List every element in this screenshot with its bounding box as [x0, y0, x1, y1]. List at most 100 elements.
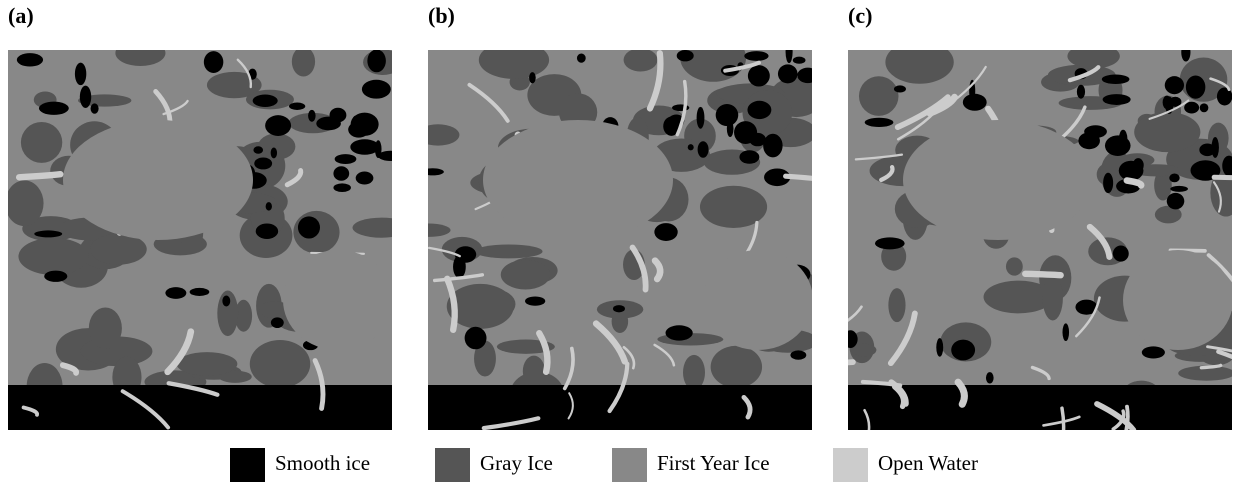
- smooth-ice-region: [1184, 102, 1199, 114]
- smooth-ice-region: [1103, 94, 1131, 105]
- smooth-ice-region: [253, 146, 263, 154]
- gray-ice-region: [21, 122, 62, 163]
- gray-ice-region: [859, 76, 899, 116]
- smooth-ice-region: [362, 80, 391, 99]
- smooth-ice-region: [254, 158, 272, 170]
- gray-ice-region: [852, 344, 876, 357]
- smooth-ice-region: [936, 338, 943, 357]
- gray-ice-region: [624, 48, 658, 71]
- gray-ice-region: [353, 218, 411, 238]
- smooth-ice-region: [222, 296, 230, 307]
- gray-ice-region: [5, 180, 43, 226]
- smooth-ice-region: [1165, 76, 1184, 94]
- smooth-ice-region: [763, 134, 782, 158]
- smooth-ice-region: [739, 150, 759, 164]
- legend-label: Gray Ice: [480, 451, 553, 475]
- smooth-ice-region: [1026, 422, 1041, 430]
- smooth-ice-region: [91, 103, 99, 113]
- legend-swatch: [612, 448, 647, 482]
- smooth-ice-region: [356, 172, 374, 185]
- smooth-ice-region: [298, 216, 320, 238]
- smooth-ice-region: [786, 41, 793, 63]
- smooth-ice-region: [80, 86, 91, 108]
- smooth-ice-region: [335, 154, 357, 164]
- smooth-ice-region: [748, 65, 770, 86]
- gray-ice-region: [711, 346, 762, 388]
- first-year-floe: [63, 120, 253, 240]
- legend-label: Open Water: [878, 451, 978, 475]
- smooth-ice-region: [378, 151, 403, 161]
- map-content: [5, 40, 411, 430]
- first-year-floe: [483, 120, 673, 240]
- smooth-ice-region: [865, 118, 894, 127]
- smooth-ice-region: [351, 113, 379, 136]
- smooth-ice-region: [271, 317, 284, 328]
- open-water-lead: [1214, 177, 1233, 178]
- smooth-ice-region: [1077, 85, 1085, 99]
- smooth-ice-region: [256, 223, 278, 239]
- smooth-ice-region: [308, 110, 316, 122]
- smooth-ice-region: [465, 327, 487, 350]
- map-content: [819, 40, 1233, 465]
- panel-label: (c): [848, 3, 872, 28]
- smooth-ice-region: [1142, 346, 1165, 358]
- gray-ice-region: [18, 238, 88, 275]
- smooth-ice-region: [725, 113, 734, 120]
- smooth-ice-region: [697, 107, 705, 129]
- smooth-ice-region: [34, 230, 62, 237]
- smooth-ice-region: [333, 183, 350, 192]
- smooth-ice-region: [778, 64, 798, 83]
- smooth-ice-region: [253, 95, 278, 107]
- smooth-ice-region: [330, 108, 347, 123]
- smooth-ice-region: [1105, 135, 1131, 156]
- gray-ice-region: [501, 260, 550, 290]
- smooth-ice-region: [1062, 323, 1069, 341]
- gray-ice-region: [292, 47, 315, 77]
- smooth-ice-region: [894, 85, 906, 92]
- gray-ice-region: [475, 244, 543, 258]
- smooth-ice-region: [724, 395, 738, 405]
- first-year-floe: [283, 250, 393, 350]
- smooth-ice-region: [666, 325, 693, 340]
- gray-ice-region: [1134, 112, 1200, 152]
- smooth-ice-region: [39, 102, 69, 115]
- smooth-ice-region: [1200, 103, 1209, 112]
- gray-ice-region: [407, 223, 451, 236]
- legend-swatch: [833, 448, 868, 482]
- smooth-ice-band: [848, 385, 1232, 430]
- map-content: [407, 34, 842, 447]
- smooth-ice-region: [727, 120, 734, 137]
- smooth-ice-region: [951, 340, 975, 361]
- segmentation-map: [5, 40, 411, 430]
- smooth-ice-region: [744, 51, 768, 61]
- smooth-ice-region: [613, 305, 625, 312]
- first-year-floe: [1123, 250, 1233, 350]
- smooth-ice-region: [1113, 246, 1129, 262]
- gray-ice-region: [523, 356, 545, 387]
- smooth-ice-region: [1102, 74, 1130, 84]
- open-water-lead: [19, 174, 60, 177]
- open-water-lead: [1025, 274, 1060, 275]
- smooth-ice-region: [1186, 75, 1205, 98]
- figure: (a)(b)(c)Smooth iceGray IceFirst Year Ic…: [0, 0, 1233, 483]
- legend-label: Smooth ice: [275, 451, 370, 475]
- smooth-ice-region: [677, 50, 694, 61]
- gray-ice-region: [1006, 257, 1023, 275]
- smooth-ice-region: [190, 288, 210, 296]
- smooth-ice-region: [688, 144, 694, 150]
- first-year-floe: [903, 120, 1093, 240]
- panel-label: (b): [428, 3, 455, 28]
- legend-swatch: [230, 448, 265, 482]
- legend-label: First Year Ice: [657, 451, 770, 475]
- smooth-ice-region: [525, 296, 545, 305]
- segmentation-map: [407, 34, 842, 447]
- open-water-lead: [819, 362, 853, 363]
- smooth-ice-region: [1103, 173, 1113, 193]
- segmentation-map: [819, 40, 1233, 465]
- smooth-ice-region: [654, 223, 677, 241]
- gray-ice-region: [888, 288, 905, 322]
- smooth-ice-region: [44, 271, 67, 282]
- smooth-ice-region: [1181, 43, 1190, 62]
- smooth-ice-region: [137, 412, 150, 420]
- smooth-ice-region: [790, 350, 806, 359]
